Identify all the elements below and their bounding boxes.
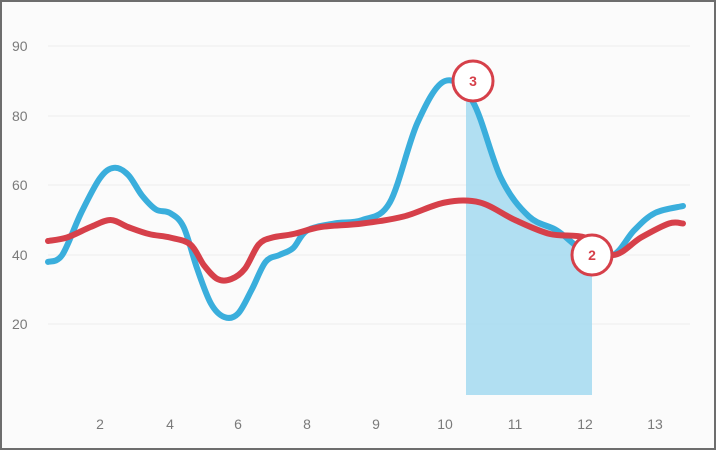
x-tick-label: 13 [647,416,663,432]
annotation-label: 2 [588,247,596,263]
annotation-marker [570,233,614,277]
y-tick-label: 80 [12,108,28,124]
highlight-area [466,81,592,395]
highlight-layer [466,81,592,395]
series-line-red [45,197,686,284]
x-tick-label: 2 [96,416,104,432]
x-tick-label: 12 [577,416,593,432]
grid-layer [48,45,690,325]
x-tick-label: 11 [508,416,523,432]
annotation-layer: 32 [451,59,614,277]
tick-label-layer: 20 40 60 80 90 2 4 6 8 9 10 11 12 13 [12,38,663,432]
y-tick-label: 40 [12,247,28,263]
y-tick-label: 60 [12,177,28,193]
series-layer [45,77,686,321]
x-tick-label: 10 [437,416,453,432]
y-tick-label: 90 [12,38,28,54]
x-tick-label: 4 [166,416,174,432]
y-tick-label: 20 [12,316,28,332]
series-line-blue [45,77,686,321]
x-tick-label: 9 [372,416,380,432]
annotation-marker [451,59,495,103]
x-tick-label: 8 [303,416,311,432]
x-tick-label: 6 [234,416,242,432]
annotation-label: 3 [469,73,477,89]
